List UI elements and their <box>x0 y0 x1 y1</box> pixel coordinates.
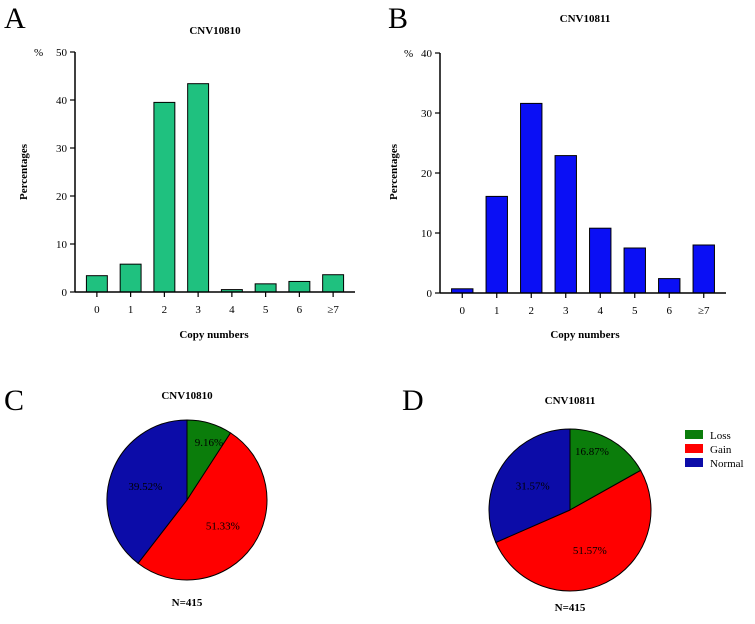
x-tick-label: 4 <box>598 305 604 317</box>
chart-title-c: CNV10810 <box>161 390 213 402</box>
y-tick-label: 50 <box>56 47 68 59</box>
panel-a: A CNV10810 % Percentages Copy numbers 0 1… <box>4 2 355 341</box>
y-tick-label: 10 <box>421 228 433 240</box>
y-tick-label: 20 <box>56 191 68 203</box>
bar <box>288 280 311 293</box>
chart-title-a: CNV10810 <box>189 25 241 37</box>
bar <box>554 155 577 294</box>
bar <box>623 247 646 294</box>
x-tick-label: 4 <box>229 304 235 316</box>
panel-d: D CNV10811 16.87% 51.57% 31.57% N=415 <box>402 384 652 614</box>
bar <box>254 283 277 293</box>
bar <box>85 275 108 293</box>
legend-swatch-normal <box>685 458 703 467</box>
sample-size-d: N=415 <box>555 602 586 614</box>
legend-swatch-loss <box>685 430 703 439</box>
bar <box>520 102 543 294</box>
bar <box>589 227 612 294</box>
bar <box>485 195 508 294</box>
x-tick-label: 0 <box>460 305 466 317</box>
pie-label-gain: 51.57% <box>573 545 607 557</box>
x-tick-label: 1 <box>494 305 500 317</box>
y-tick-label: 20 <box>421 168 433 180</box>
bar-plot-a: 0 10 20 30 40 50 0 1 2 3 4 5 6 ≥7 <box>56 47 355 316</box>
pie-chart-d: 16.87% 51.57% 31.57% <box>488 428 652 592</box>
pie-slice-loss <box>569 428 642 511</box>
bar <box>658 278 681 294</box>
x-tick-label: 0 <box>94 304 100 316</box>
x-tick-label: 6 <box>297 304 303 316</box>
y-axis-label-a: Percentages <box>18 143 30 200</box>
chart-title-b: CNV10811 <box>560 13 611 25</box>
y-tick-label: 0 <box>62 287 68 299</box>
pie-slice-gain <box>137 432 268 581</box>
pie-slice-normal <box>488 428 571 544</box>
x-tick-label: 5 <box>263 304 269 316</box>
legend-swatch-gain <box>685 444 703 453</box>
pie-label-gain: 51.33% <box>206 520 240 532</box>
panel-b: B CNV10811 % Percentages Copy numbers 0 1… <box>388 2 726 341</box>
x-tick-label: 3 <box>563 305 569 317</box>
y-unit-a: % <box>34 47 43 59</box>
x-tick-label: 5 <box>632 305 638 317</box>
y-tick-label: 40 <box>421 48 433 60</box>
x-tick-label: 2 <box>529 305 535 317</box>
bar <box>322 274 345 293</box>
pie-slice-normal <box>106 419 188 564</box>
chart-title-d: CNV10811 <box>545 395 596 407</box>
bar <box>119 263 142 293</box>
x-tick-label: 3 <box>195 304 201 316</box>
y-axis-label-b: Percentages <box>388 143 400 200</box>
pie-label-loss: 9.16% <box>195 437 223 449</box>
pie-label-loss: 16.87% <box>575 446 609 458</box>
pie-chart-c: 9.16% 51.33% 39.52% <box>106 419 268 581</box>
bar <box>187 83 210 293</box>
y-tick-label: 40 <box>56 95 68 107</box>
bar <box>153 101 176 293</box>
pie-slice-gain <box>495 469 652 592</box>
sample-size-c: N=415 <box>172 597 203 609</box>
panel-letter-c: C <box>4 384 24 417</box>
x-tick-label: ≥7 <box>698 305 710 317</box>
panel-letter-a: A <box>4 2 26 35</box>
x-tick-label: 2 <box>162 304 168 316</box>
x-tick-label: 1 <box>128 304 134 316</box>
y-tick-label: 30 <box>421 108 433 120</box>
pie-label-normal: 39.52% <box>128 481 162 493</box>
panel-letter-d: D <box>402 384 424 417</box>
bar-plot-b: 0 10 20 30 40 0 1 2 3 4 5 6 ≥7 <box>421 48 726 317</box>
y-tick-label: 10 <box>56 239 68 251</box>
legend-label-normal: Normal <box>710 458 744 470</box>
x-tick-label: 6 <box>667 305 673 317</box>
bar <box>692 244 715 294</box>
x-tick-label: ≥7 <box>327 304 339 316</box>
pie-label-normal: 31.57% <box>516 481 550 493</box>
panel-c: C CNV10810 9.16% 51.33% 39.52% N=415 <box>4 384 268 609</box>
legend: Loss Gain Normal <box>685 430 744 470</box>
y-tick-label: 30 <box>56 143 68 155</box>
x-axis-label-b: Copy numbers <box>550 329 620 341</box>
y-unit-b: % <box>404 48 413 60</box>
x-axis-label-a: Copy numbers <box>179 329 249 341</box>
panel-letter-b: B <box>388 2 408 35</box>
legend-label-gain: Gain <box>710 444 732 456</box>
y-tick-label: 0 <box>427 288 433 300</box>
legend-label-loss: Loss <box>710 430 731 442</box>
